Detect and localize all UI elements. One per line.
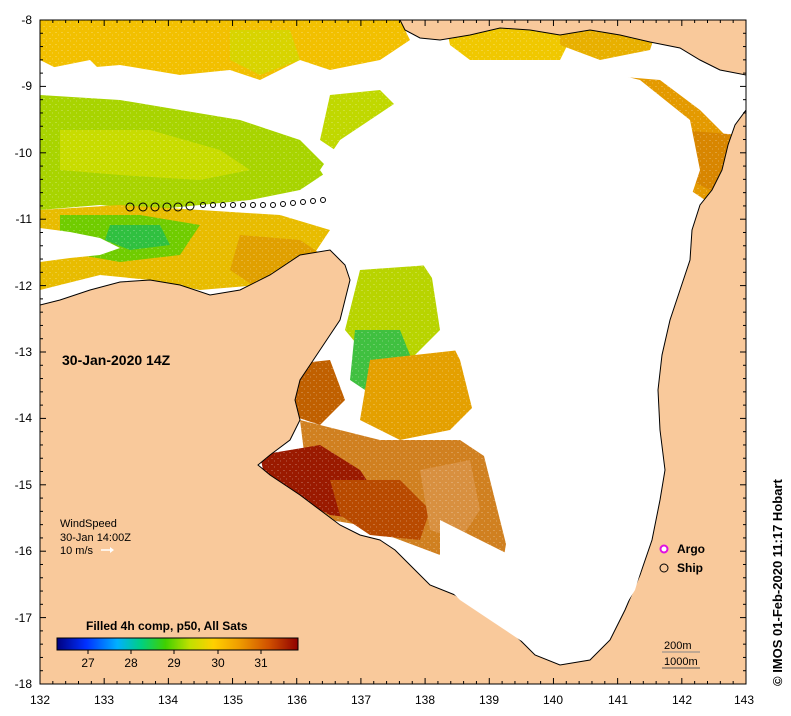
colorbar-tick: 30 — [211, 656, 225, 670]
map-area — [40, 20, 746, 684]
platform-legend: Argo Ship — [659, 542, 705, 575]
y-tick-label: -11 — [16, 212, 33, 226]
colorbar-tick: 28 — [124, 656, 138, 670]
y-tick-label: -12 — [15, 279, 33, 293]
y-tick-label: -13 — [15, 345, 33, 359]
cloud-gap-layer — [40, 60, 700, 660]
x-tick-label: 132 — [30, 693, 50, 707]
x-tick-label: 135 — [223, 693, 243, 707]
y-tick-label: -18 — [15, 677, 33, 691]
wind-speed-legend: WindSpeed 30-Jan 14:00Z 10 m/s — [60, 518, 131, 557]
x-tick-label: 139 — [479, 693, 499, 707]
x-tick-label: 138 — [415, 693, 435, 707]
x-tick-label: 143 — [734, 693, 754, 707]
papua-new-guinea — [399, 20, 746, 76]
y-tick-label: -9 — [21, 79, 32, 93]
x-tick-label: 136 — [287, 693, 307, 707]
colorbar-tick: 31 — [254, 656, 268, 670]
x-tick-label: 140 — [543, 693, 563, 707]
ship-label: Ship — [677, 561, 703, 575]
axis-ticks — [39, 19, 747, 685]
x-tick-label: 141 — [608, 693, 628, 707]
land-layer — [40, 20, 746, 684]
arnhem-land-north — [40, 228, 120, 262]
colorbar-tick: 27 — [81, 656, 95, 670]
y-tick-label: -16 — [15, 544, 33, 558]
credit-label: © IMOS 01-Feb-2020 11:17 Hobart — [770, 479, 785, 686]
colorbar: Filled 4h comp, p50, All Sats 27 28 29 3… — [56, 619, 299, 670]
y-tick-label: -8 — [21, 13, 32, 27]
y-tick-label: -15 — [15, 478, 33, 492]
depth-contour-legend: 200m 1000m — [662, 640, 700, 669]
wind-time: 30-Jan 14:00Z — [60, 532, 131, 544]
x-tick-label: 134 — [158, 693, 178, 707]
wind-title: WindSpeed — [60, 518, 117, 530]
colorbar-gradient — [56, 637, 299, 651]
x-tick-label: 133 — [94, 693, 114, 707]
ship-marker-icon — [659, 563, 669, 573]
product-label: Filled 4h comp, p50, All Sats — [86, 619, 248, 633]
y-axis-labels: -8 -9 -10 -11 -12 -13 -14 -15 -16 -17 -1… — [15, 13, 33, 691]
y-tick-label: -10 — [15, 146, 33, 160]
x-axis-labels: 132 133 134 135 136 137 138 139 140 141 … — [30, 693, 754, 707]
cape-york — [40, 109, 746, 684]
y-tick-label: -17 — [15, 611, 33, 625]
x-tick-label: 142 — [672, 693, 692, 707]
contour-200m-label: 200m — [664, 640, 692, 652]
wind-arrow-icon — [101, 547, 114, 553]
contour-1000m-label: 1000m — [664, 656, 698, 668]
y-tick-label: -14 — [15, 411, 33, 425]
wind-scale: 10 m/s — [60, 545, 94, 557]
colorbar-tick: 29 — [167, 656, 181, 670]
x-tick-label: 137 — [351, 693, 371, 707]
ship-track — [125, 197, 326, 212]
date-label: 30-Jan-2020 14Z — [62, 352, 171, 368]
argo-label: Argo — [677, 542, 705, 556]
argo-marker-icon — [659, 544, 669, 554]
